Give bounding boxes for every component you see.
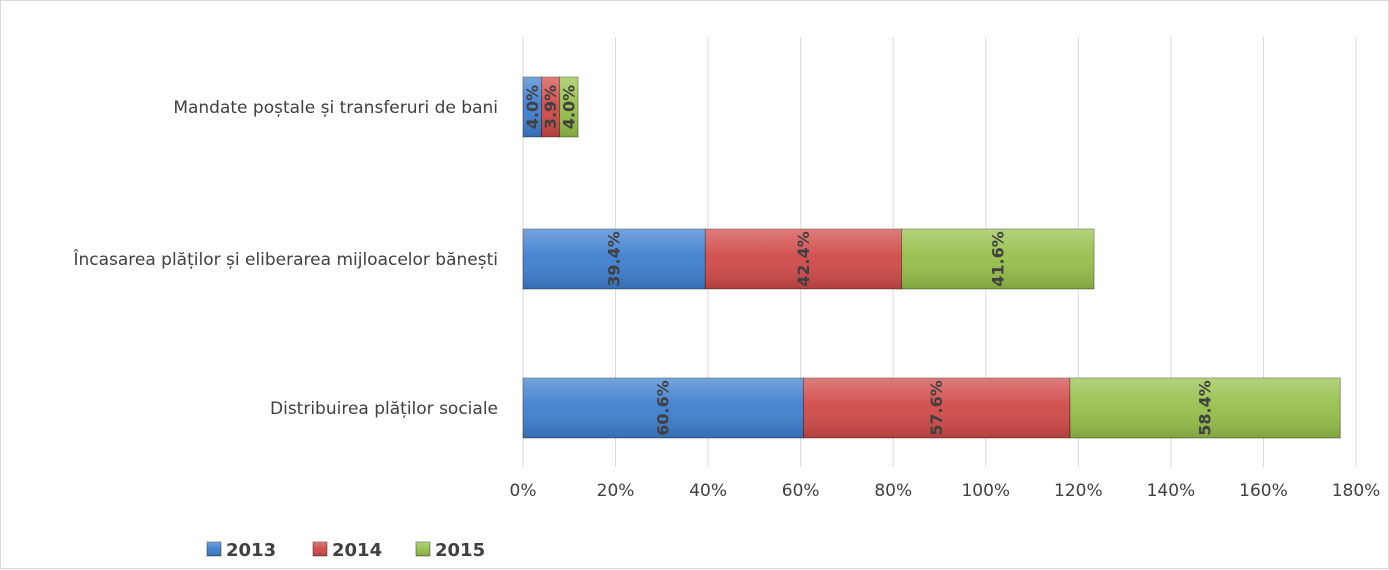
data-label: 3.9% <box>541 85 560 129</box>
x-tick-label: 100% <box>961 481 1010 501</box>
legend-swatch-shading <box>313 542 327 556</box>
category-label: Încasarea plăților și eliberarea mijloac… <box>72 248 498 270</box>
bar-shading <box>523 378 804 438</box>
legend-swatch-shading <box>416 542 430 556</box>
legend-label: 2014 <box>332 540 382 561</box>
x-tick-label: 80% <box>874 481 912 501</box>
bar-shading <box>541 77 560 137</box>
x-tick-label: 140% <box>1147 481 1196 501</box>
legend-label: 2013 <box>226 540 276 561</box>
category-label: Mandate poștale și transferuri de bani <box>173 98 498 118</box>
x-tick-label: 60% <box>782 481 820 501</box>
data-label: 60.6% <box>654 380 673 436</box>
bar-shading <box>705 229 902 289</box>
bar-shading <box>523 229 706 289</box>
category-label: Distribuirea plăților sociale <box>270 399 498 419</box>
bar-shading <box>1070 378 1341 438</box>
data-label: 4.0% <box>559 85 578 129</box>
legend-swatch-shading <box>207 542 221 556</box>
data-label: 4.0% <box>523 85 542 129</box>
bar-shading <box>523 77 542 137</box>
data-label: 58.4% <box>1196 380 1215 436</box>
x-tick-label: 0% <box>510 481 537 501</box>
x-tick-label: 180% <box>1332 481 1381 501</box>
bar-shading <box>803 378 1071 438</box>
data-label: 41.6% <box>988 231 1007 287</box>
legend-label: 2015 <box>435 540 485 561</box>
bar-shading <box>901 229 1095 289</box>
data-label: 42.4% <box>794 231 813 287</box>
bar-shading <box>559 77 579 137</box>
x-tick-label: 160% <box>1239 481 1288 501</box>
data-label: 57.6% <box>927 380 946 436</box>
x-tick-label: 40% <box>689 481 727 501</box>
x-tick-label: 20% <box>597 481 635 501</box>
data-label: 39.4% <box>605 231 624 287</box>
x-tick-label: 120% <box>1054 481 1103 501</box>
